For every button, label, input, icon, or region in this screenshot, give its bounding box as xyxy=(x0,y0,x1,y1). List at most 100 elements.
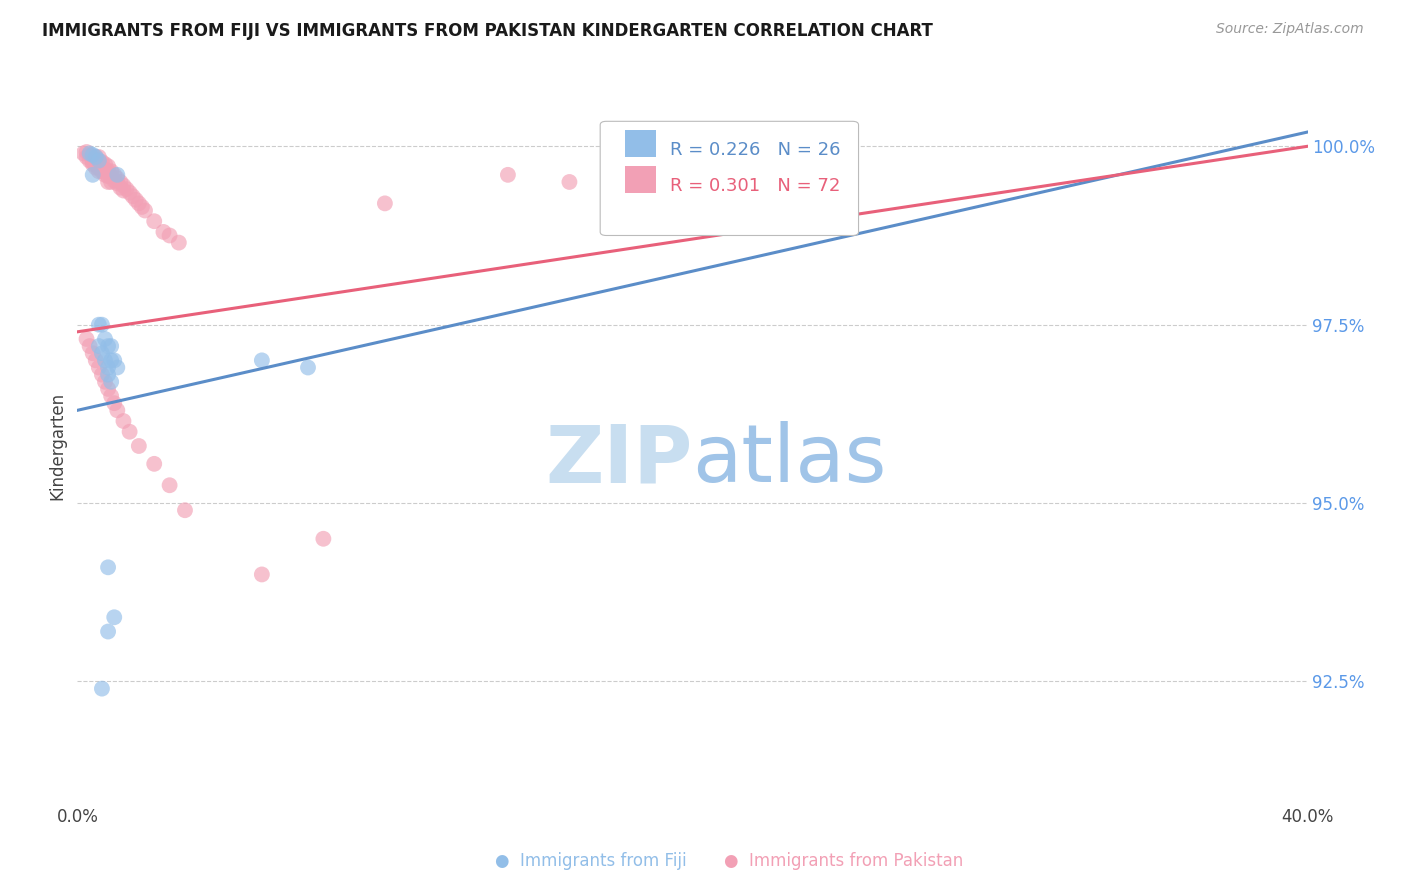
FancyBboxPatch shape xyxy=(624,166,655,193)
Text: ●  Immigrants from Fiji: ● Immigrants from Fiji xyxy=(495,852,686,870)
Point xyxy=(651,161,673,175)
Point xyxy=(94,157,117,171)
Point xyxy=(100,375,122,389)
Point xyxy=(105,168,128,182)
Point xyxy=(97,360,120,375)
Point xyxy=(87,339,110,353)
Point xyxy=(82,157,104,171)
Point xyxy=(100,175,122,189)
Text: IMMIGRANTS FROM FIJI VS IMMIGRANTS FROM PAKISTAN KINDERGARTEN CORRELATION CHART: IMMIGRANTS FROM FIJI VS IMMIGRANTS FROM … xyxy=(42,22,934,40)
Point xyxy=(100,353,122,368)
Point xyxy=(90,161,114,175)
Point xyxy=(94,168,117,182)
Point xyxy=(131,200,153,214)
Point xyxy=(97,624,120,639)
Point xyxy=(100,389,122,403)
Point xyxy=(94,162,117,177)
Point xyxy=(128,439,150,453)
Point xyxy=(90,368,114,382)
Point xyxy=(97,368,120,382)
Text: ●  Immigrants from Pakistan: ● Immigrants from Pakistan xyxy=(724,852,963,870)
Point xyxy=(82,346,104,360)
Point xyxy=(84,150,107,164)
Point xyxy=(87,164,110,178)
Point xyxy=(103,173,125,187)
Point xyxy=(110,175,132,189)
Point xyxy=(97,175,120,189)
Point xyxy=(174,503,197,517)
Point xyxy=(84,161,107,175)
Point xyxy=(84,150,107,164)
Point xyxy=(90,318,114,332)
Point xyxy=(97,382,120,396)
Point xyxy=(143,214,166,228)
Point xyxy=(103,168,125,182)
Point xyxy=(496,168,519,182)
Point xyxy=(87,155,110,169)
Point xyxy=(103,610,125,624)
Point xyxy=(84,157,107,171)
Point xyxy=(682,153,704,168)
FancyBboxPatch shape xyxy=(624,130,655,157)
Point xyxy=(97,560,120,574)
Point xyxy=(72,146,94,161)
Point xyxy=(250,353,273,368)
Point xyxy=(105,403,128,417)
Point xyxy=(90,164,114,178)
Point xyxy=(105,360,128,375)
Point xyxy=(159,228,181,243)
Point xyxy=(87,318,110,332)
Point xyxy=(87,153,110,168)
Point xyxy=(167,235,190,250)
Point xyxy=(297,360,319,375)
Point xyxy=(79,148,101,162)
Point xyxy=(374,196,396,211)
Point xyxy=(121,189,143,203)
Text: atlas: atlas xyxy=(693,421,887,500)
Text: R = 0.226   N = 26: R = 0.226 N = 26 xyxy=(671,141,841,159)
Point xyxy=(82,168,104,182)
Point xyxy=(103,353,125,368)
Point xyxy=(159,478,181,492)
Point xyxy=(128,196,150,211)
Point xyxy=(90,155,114,169)
Point xyxy=(558,175,581,189)
Point xyxy=(112,178,135,193)
Point xyxy=(115,182,138,196)
Point xyxy=(84,353,107,368)
Point xyxy=(100,164,122,178)
Point xyxy=(76,150,98,164)
Point xyxy=(110,180,132,194)
Point xyxy=(97,339,120,353)
Point xyxy=(87,150,110,164)
Point xyxy=(100,169,122,184)
Point xyxy=(94,353,117,368)
Point xyxy=(79,153,101,168)
Text: R = 0.301   N = 72: R = 0.301 N = 72 xyxy=(671,177,841,194)
Point xyxy=(112,414,135,428)
Point xyxy=(143,457,166,471)
Point xyxy=(82,148,104,162)
Text: Source: ZipAtlas.com: Source: ZipAtlas.com xyxy=(1216,22,1364,37)
Point xyxy=(82,155,104,169)
Point xyxy=(94,332,117,346)
Y-axis label: Kindergarten: Kindergarten xyxy=(48,392,66,500)
Point xyxy=(97,164,120,178)
Text: ZIP: ZIP xyxy=(546,421,693,500)
Point xyxy=(76,145,98,159)
Point xyxy=(312,532,335,546)
Point xyxy=(87,161,110,175)
Point xyxy=(125,193,148,207)
Point xyxy=(118,186,141,200)
Point xyxy=(103,396,125,410)
Point xyxy=(118,425,141,439)
Point xyxy=(105,177,128,191)
Point xyxy=(90,681,114,696)
Point xyxy=(76,332,98,346)
Point xyxy=(94,375,117,389)
Point xyxy=(134,203,156,218)
Point xyxy=(79,146,101,161)
Point xyxy=(97,169,120,184)
Point xyxy=(105,171,128,186)
Point xyxy=(82,150,104,164)
